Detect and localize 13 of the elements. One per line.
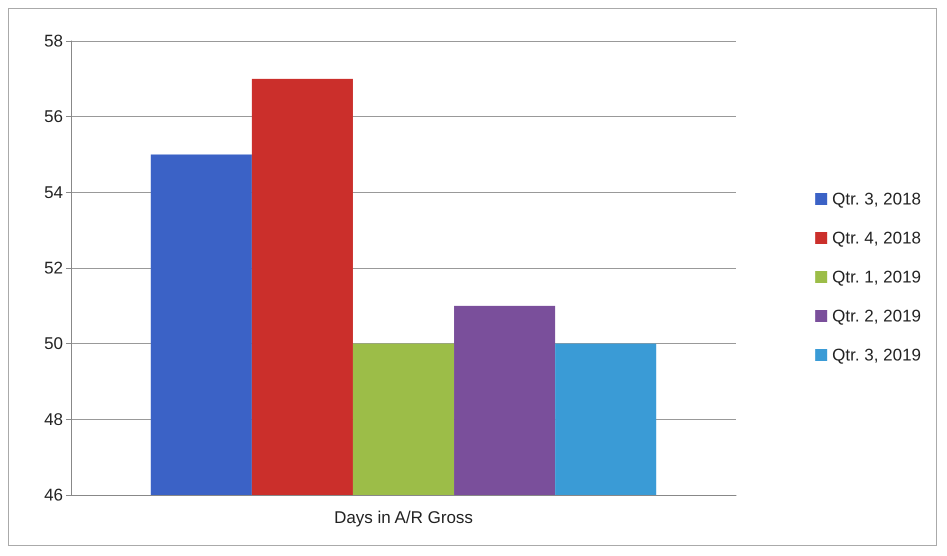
legend-label: Qtr. 1, 2019 — [832, 268, 922, 286]
x-tick-label: Days in A/R Gross — [334, 508, 473, 527]
y-tick-label: 56 — [44, 107, 63, 126]
legend-label: Qtr. 4, 2018 — [832, 228, 922, 248]
y-tick-label: 54 — [44, 182, 63, 202]
y-tick-label: 52 — [44, 258, 63, 278]
y-tick-label: 58 — [44, 32, 63, 50]
y-tick-label: 46 — [44, 486, 63, 504]
y-tick-label: 50 — [44, 334, 63, 354]
y-tick-label: 48 — [44, 410, 63, 429]
legend-label: Qtr. 2, 2019 — [832, 306, 922, 326]
legend-label: Qtr. 3, 2019 — [832, 346, 922, 364]
legend-label: Qtr. 3, 2018 — [832, 190, 922, 208]
